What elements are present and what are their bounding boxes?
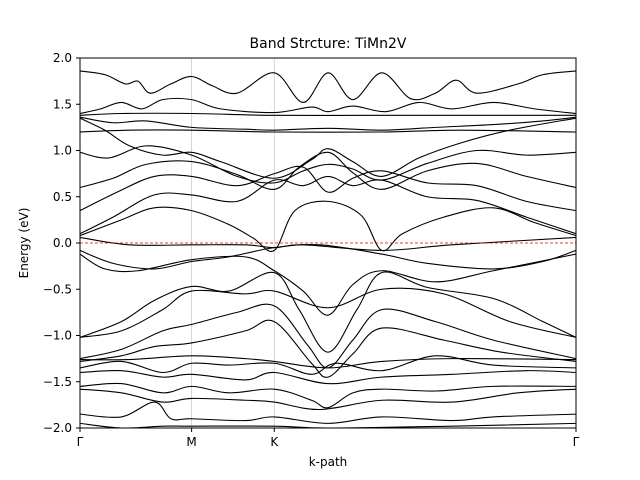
x-axis-label: k-path bbox=[309, 455, 348, 469]
x-tick-label-0: Γ bbox=[77, 435, 84, 449]
band-13 bbox=[80, 243, 576, 270]
y-tick-label-2: −1.0 bbox=[43, 329, 72, 343]
y-tick-label-3: −0.5 bbox=[43, 282, 72, 296]
band-1 bbox=[80, 70, 576, 103]
y-tick-label-7: 1.5 bbox=[53, 97, 72, 111]
band-23 bbox=[80, 388, 576, 411]
band-14 bbox=[80, 253, 576, 316]
y-axis-ticks: −2.0 −1.5 −1.0 −0.5 0.0 0.5 1.0 1.5 2.0 bbox=[43, 51, 80, 435]
x-tick-label-3: Γ bbox=[573, 435, 580, 449]
band-2 bbox=[80, 97, 576, 115]
band-lines bbox=[80, 70, 576, 428]
chart-title: Band Strcture: TiMn2V bbox=[250, 36, 407, 52]
y-tick-label-6: 1.0 bbox=[53, 144, 72, 158]
band-20 bbox=[80, 355, 576, 375]
y-tick-label-5: 0.5 bbox=[53, 190, 72, 204]
band-22 bbox=[80, 382, 576, 409]
x-tick-label-2: K bbox=[270, 435, 279, 449]
y-tick-label-4: 0.0 bbox=[53, 236, 72, 250]
band-5 bbox=[80, 129, 576, 133]
band-18 bbox=[80, 319, 576, 378]
band-16 bbox=[80, 287, 576, 338]
band-4 bbox=[80, 116, 576, 131]
band-6 bbox=[80, 117, 576, 179]
band-17 bbox=[80, 303, 576, 369]
band-15 bbox=[80, 271, 576, 353]
band-10 bbox=[80, 175, 576, 235]
band-21 bbox=[80, 369, 576, 385]
y-tick-label-1: −1.5 bbox=[43, 375, 72, 389]
y-tick-label-8: 2.0 bbox=[53, 51, 72, 65]
band-24 bbox=[80, 401, 576, 424]
band-9 bbox=[80, 165, 576, 212]
y-tick-label-0: −2.0 bbox=[43, 421, 72, 435]
band-11 bbox=[80, 200, 576, 252]
x-tick-label-1: M bbox=[186, 435, 196, 449]
band-19 bbox=[80, 355, 576, 369]
band-7 bbox=[80, 145, 576, 184]
band-8 bbox=[80, 151, 576, 190]
y-axis-label: Energy (eV) bbox=[17, 208, 31, 279]
band-3 bbox=[80, 112, 576, 117]
